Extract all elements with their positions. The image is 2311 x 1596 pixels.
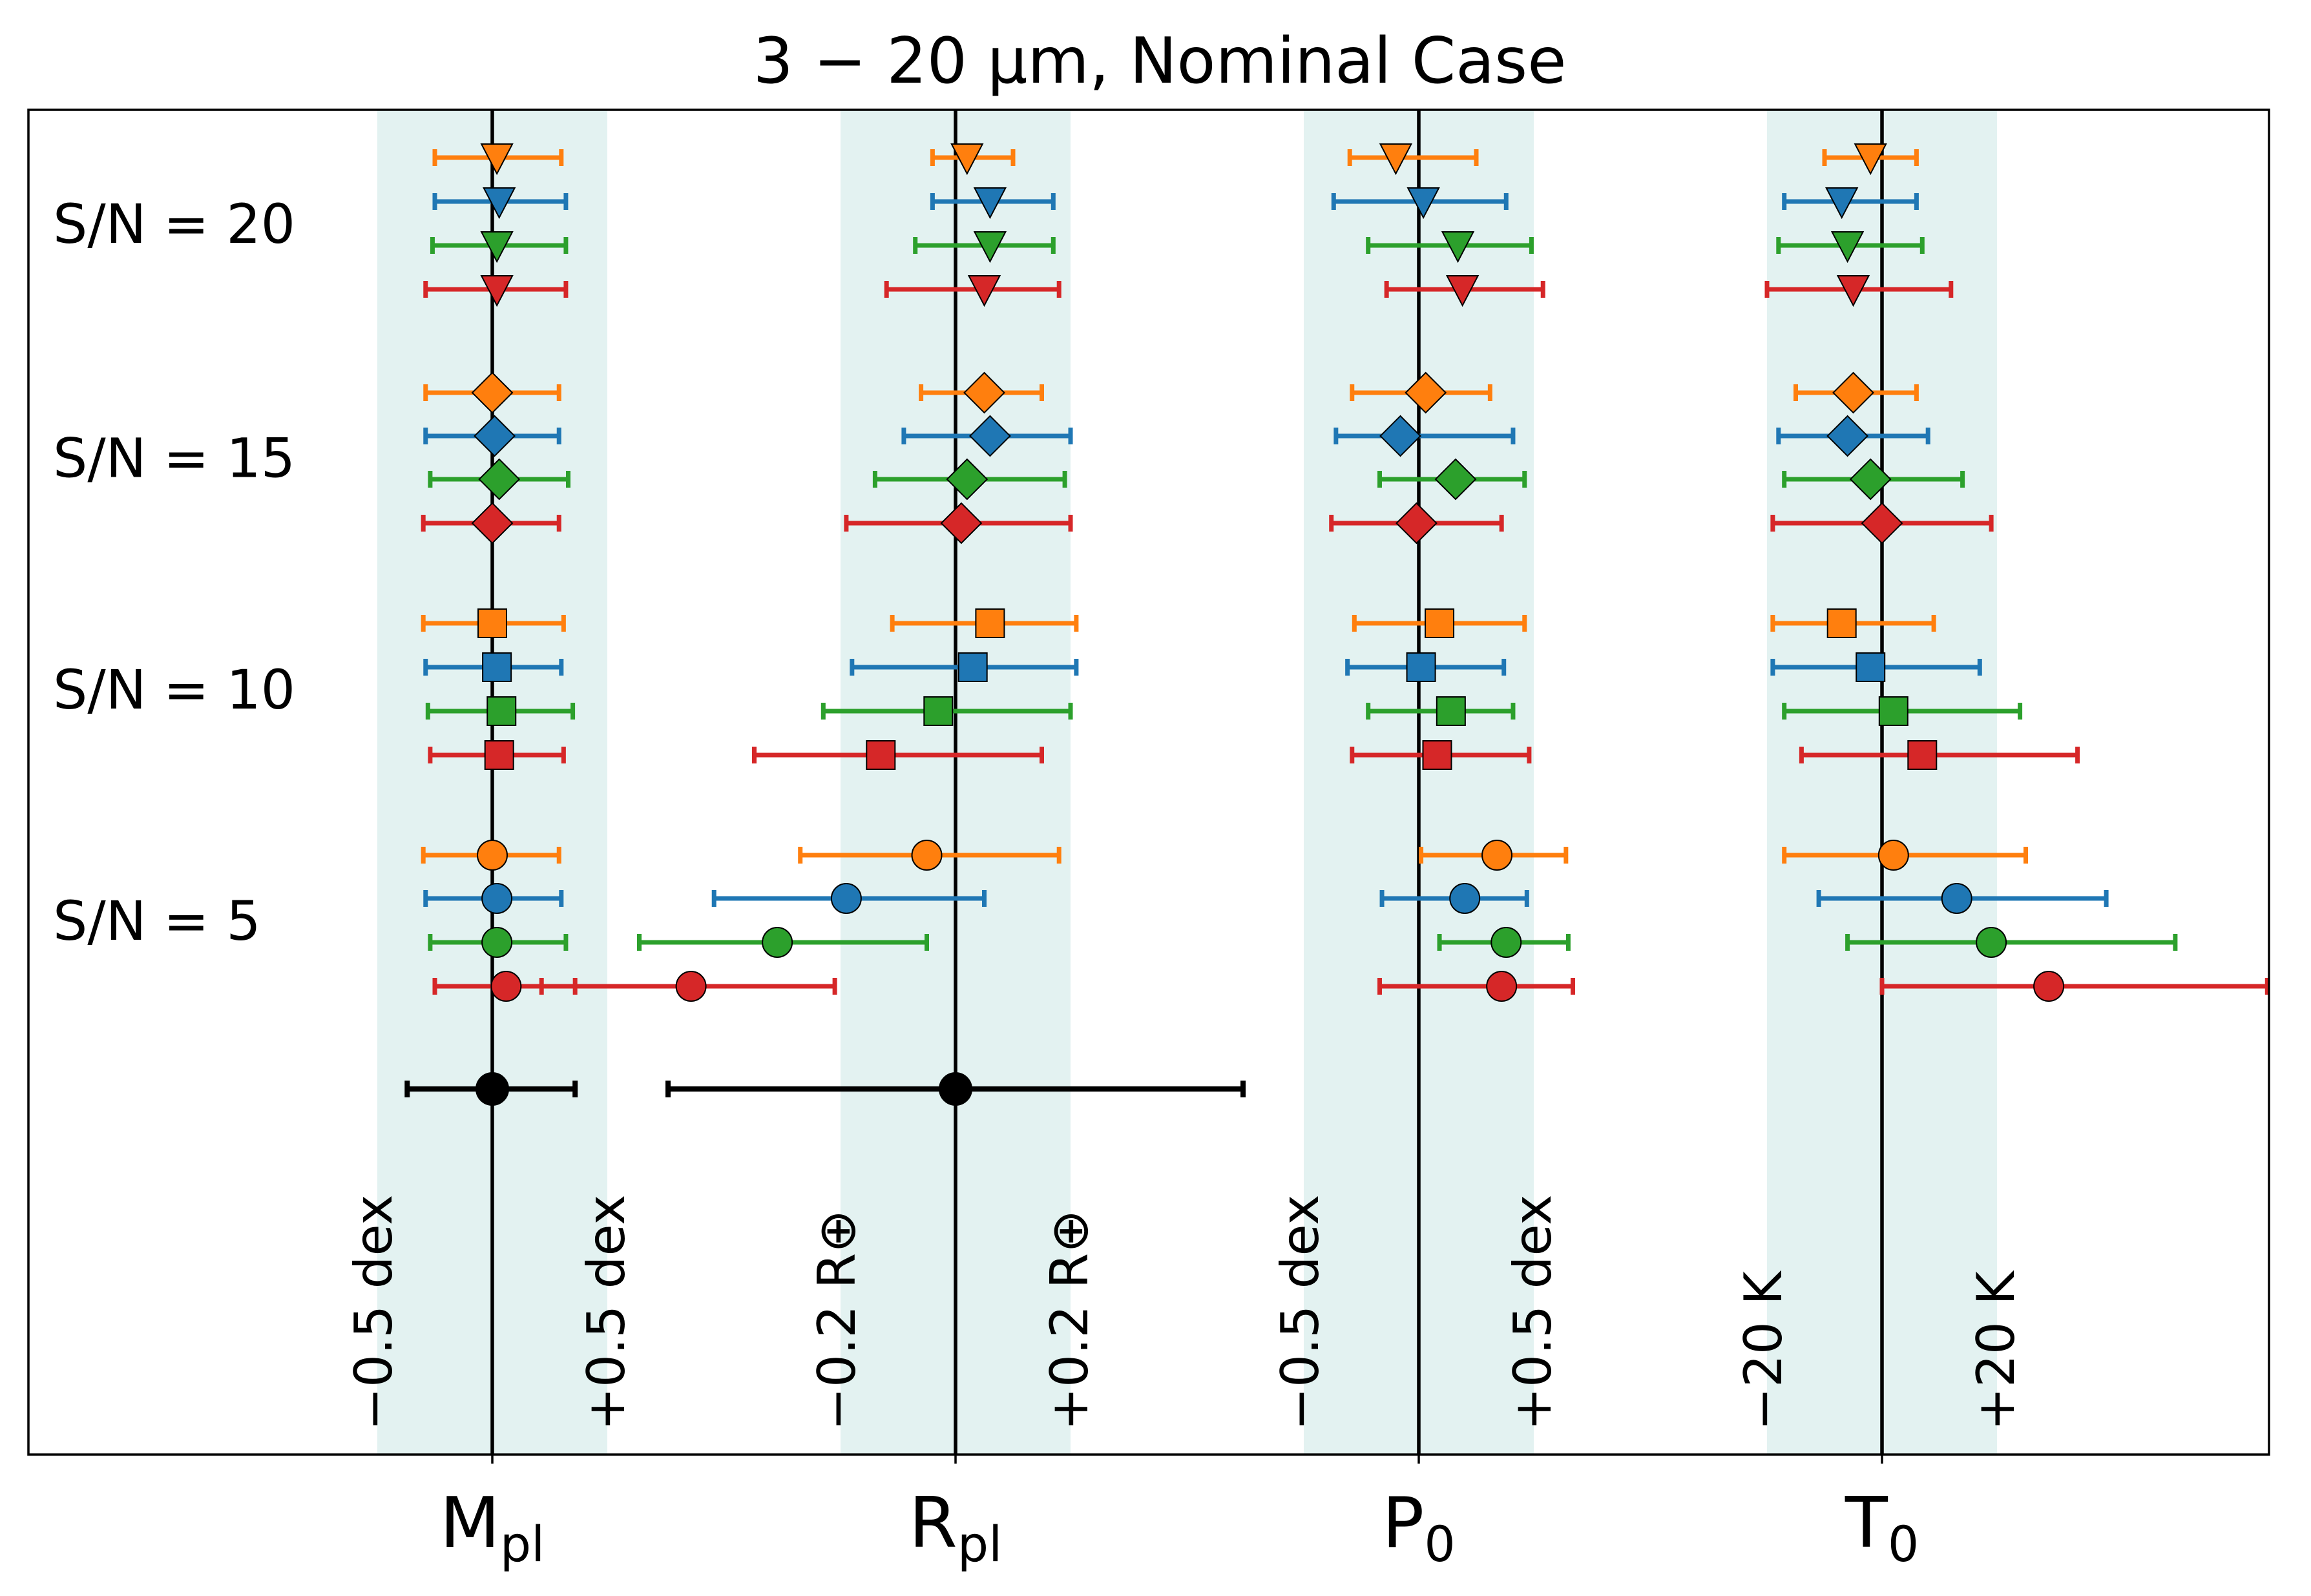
errorbar-square-red-T0: [1799, 747, 2080, 763]
marker-square-orange-Rpl: [975, 608, 1005, 638]
marker-reference-Mpl: [476, 1072, 509, 1106]
errorbar-square-red-Rpl: [752, 747, 1044, 763]
errorbar-circle-green-T0: [1845, 934, 2178, 951]
points-layer: [404, 143, 2270, 1106]
marker-diamond-blue-P0: [1379, 415, 1421, 457]
marker-triangle-red-Mpl: [480, 275, 514, 307]
axis-label-Mpl: Mpl: [440, 1483, 545, 1573]
group-label-3: S/N = 5: [53, 889, 261, 953]
marker-circle-red-Rpl: [675, 971, 707, 1002]
band-label-Rpl-plus: +0.2 R⊕: [1040, 1210, 1100, 1431]
marker-diamond-blue-Rpl: [968, 415, 1011, 457]
marker-square-orange-T0: [1826, 608, 1857, 638]
marker-triangle-blue-T0: [1825, 187, 1859, 220]
marker-triangle-red-T0: [1836, 275, 1870, 307]
marker-triangle-orange-Mpl: [480, 143, 514, 176]
marker-square-blue-P0: [1406, 652, 1436, 682]
marker-diamond-red-Rpl: [940, 502, 983, 544]
marker-square-orange-P0: [1425, 608, 1455, 638]
band-label-Mpl-plus: +0.5 dex: [576, 1194, 636, 1431]
marker-triangle-red-Rpl: [967, 275, 1001, 307]
marker-circle-orange-P0: [1481, 840, 1513, 871]
marker-diamond-blue-T0: [1826, 415, 1869, 457]
marker-square-blue-T0: [1856, 652, 1886, 682]
marker-triangle-green-Mpl: [480, 231, 514, 264]
marker-triangle-orange-P0: [1379, 143, 1413, 176]
marker-diamond-green-T0: [1849, 458, 1892, 501]
marker-diamond-red-T0: [1861, 502, 1903, 544]
marker-square-green-Rpl: [923, 696, 954, 726]
marker-square-blue-Rpl: [957, 652, 988, 682]
axis-label-Rpl: Rpl: [909, 1483, 1002, 1573]
marker-square-blue-Mpl: [482, 652, 512, 682]
marker-diamond-blue-Mpl: [474, 415, 516, 457]
marker-circle-green-P0: [1490, 927, 1522, 958]
marker-triangle-blue-Mpl: [483, 187, 516, 220]
marker-diamond-orange-P0: [1405, 371, 1447, 414]
marker-circle-red-P0: [1486, 971, 1518, 1002]
marker-square-red-Mpl: [484, 740, 514, 770]
marker-triangle-blue-Rpl: [973, 187, 1007, 220]
marker-diamond-green-Mpl: [478, 458, 521, 501]
marker-circle-green-Rpl: [762, 927, 793, 958]
band-label-P0-plus: +0.5 dex: [1503, 1194, 1563, 1431]
group-label-0: S/N = 20: [53, 192, 295, 256]
plot-frame: [27, 109, 2270, 1456]
centerlines-layer: [490, 110, 1884, 1455]
marker-circle-red-Mpl: [490, 971, 522, 1002]
marker-triangle-blue-P0: [1406, 187, 1440, 220]
band-label-Rpl-minus: −0.2 R⊕: [807, 1210, 867, 1431]
band-label-Mpl-minus: −0.5 dex: [344, 1194, 404, 1431]
axis-label-T0: T0: [1845, 1483, 1919, 1573]
errorbar-circle-red-T0: [1879, 978, 2270, 995]
marker-diamond-red-Mpl: [471, 502, 514, 544]
marker-triangle-red-P0: [1445, 275, 1480, 307]
marker-diamond-red-P0: [1396, 502, 1438, 544]
errorbar-diamond-blue-P0: [1333, 428, 1516, 444]
marker-triangle-orange-T0: [1854, 143, 1887, 176]
band-label-P0-minus: −0.5 dex: [1270, 1194, 1330, 1431]
marker-triangle-green-T0: [1830, 231, 1865, 264]
marker-circle-blue-P0: [1449, 883, 1481, 914]
marker-circle-orange-Mpl: [477, 840, 508, 871]
marker-diamond-green-P0: [1434, 458, 1477, 501]
marker-circle-red-T0: [2033, 971, 2065, 1002]
errorbar-triangle-orange-P0: [1347, 149, 1479, 166]
marker-square-red-P0: [1422, 740, 1452, 770]
marker-triangle-orange-Rpl: [950, 143, 984, 176]
marker-square-green-T0: [1878, 696, 1908, 726]
marker-square-green-Mpl: [486, 696, 517, 726]
marker-circle-green-Mpl: [481, 927, 513, 958]
errorbar-circle-red-P0: [1377, 978, 1576, 995]
marker-diamond-orange-Mpl: [471, 371, 514, 414]
group-labels-layer: S/N = 20 S/N = 15 S/N = 10 S/N = 5: [53, 192, 295, 953]
marker-diamond-green-Rpl: [946, 458, 988, 501]
marker-square-green-P0: [1436, 696, 1466, 726]
x-axis-layer: Mpl Rpl P0 T0: [440, 1455, 1919, 1573]
axis-label-P0: P0: [1382, 1483, 1456, 1573]
marker-circle-blue-T0: [1941, 883, 1972, 914]
marker-circle-orange-T0: [1877, 840, 1909, 871]
marker-circle-orange-Rpl: [911, 840, 943, 871]
marker-diamond-orange-Rpl: [963, 371, 1005, 414]
marker-circle-green-T0: [1976, 927, 2007, 958]
marker-diamond-orange-T0: [1832, 371, 1874, 414]
marker-triangle-green-P0: [1441, 231, 1475, 264]
band-labels-layer: −0.5 dex +0.5 dex −0.2 R⊕ +0.2 R⊕ −0.5 dex +0…: [344, 1194, 2026, 1431]
marker-square-orange-Mpl: [477, 608, 507, 638]
marker-reference-Rpl: [939, 1072, 972, 1106]
group-label-2: S/N = 10: [53, 658, 295, 721]
chart-title: 3 − 20 μm, Nominal Case: [753, 25, 1566, 98]
marker-circle-blue-Rpl: [830, 883, 862, 914]
errorbar-triangle-red-Rpl: [884, 281, 1061, 298]
marker-square-red-Rpl: [866, 740, 896, 770]
group-label-1: S/N = 15: [53, 427, 295, 490]
marker-circle-blue-Mpl: [481, 883, 513, 914]
marker-triangle-green-Rpl: [973, 231, 1007, 264]
band-label-T0-minus: −20 K: [1733, 1270, 1793, 1431]
marker-square-red-T0: [1907, 740, 1938, 770]
band-label-T0-plus: +20 K: [1966, 1270, 2026, 1431]
